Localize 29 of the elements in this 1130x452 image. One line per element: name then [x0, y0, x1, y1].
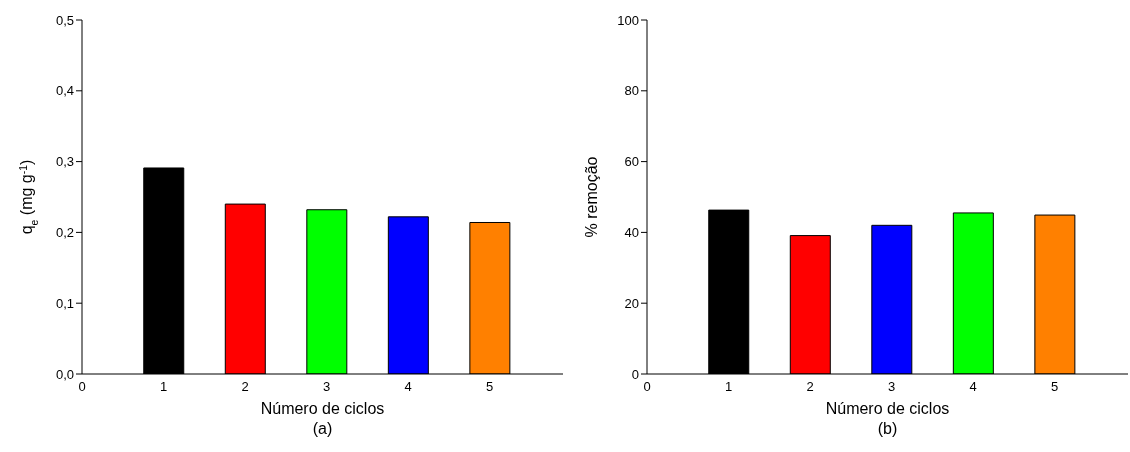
x-tick-label: 0 — [643, 379, 651, 395]
x-tick-label: 5 — [1051, 379, 1059, 395]
x-tick-label: 5 — [486, 379, 494, 395]
y-tick-label: 40 — [624, 225, 639, 241]
x-axis-title: Número de ciclos — [825, 400, 950, 417]
y-tick-label: 0,0 — [55, 366, 74, 382]
y-tick-label: 100 — [617, 12, 639, 28]
y-tick-label: 0 — [631, 366, 639, 382]
y-tick-label: 0,3 — [55, 154, 74, 170]
x-tick-label: 3 — [322, 379, 331, 395]
y-tick-label: 0,5 — [55, 12, 74, 28]
x-axis-title: Número de ciclos — [260, 400, 385, 417]
text: (a) — [311, 420, 334, 438]
y-tick-label: 0,4 — [55, 83, 74, 99]
y-axis-title: % remoção — [583, 156, 600, 238]
y-tick-label: 0,1 — [55, 295, 74, 311]
text: (b) — [876, 420, 899, 438]
x-tick-label: 4 — [969, 379, 977, 395]
x-tick-label: 2 — [806, 379, 814, 395]
x-tick-label: 3 — [887, 379, 896, 395]
y-tick-label: 80 — [624, 83, 639, 99]
x-tick-label: 1 — [724, 379, 733, 395]
x-tick-label: 0 — [78, 379, 86, 395]
y-tick-label: 20 — [624, 295, 639, 311]
x-tick-label: 4 — [404, 379, 412, 395]
x-tick-label: 1 — [159, 379, 168, 395]
x-tick-label: 2 — [241, 379, 249, 395]
y-tick-label: 0,2 — [55, 225, 74, 241]
y-tick-label: 60 — [624, 154, 639, 170]
